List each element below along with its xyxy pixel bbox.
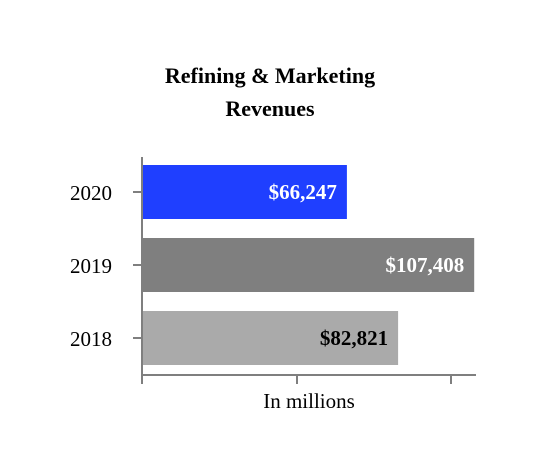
- y-tick-label-2020: 2020: [70, 181, 112, 205]
- chart-title-line-2: Revenues: [225, 96, 315, 121]
- data-label-2020: $66,247: [269, 180, 337, 204]
- data-label-2019: $107,408: [385, 253, 464, 277]
- data-label-2018: $82,821: [320, 326, 388, 350]
- bar-2020: [142, 165, 347, 219]
- chart-title-line-1: Refining & Marketing: [165, 63, 375, 88]
- y-tick-label-2018: 2018: [70, 327, 112, 351]
- bars-group: $66,247 2020 $107,408 2019 $82,821 2018: [70, 165, 475, 365]
- bar-2019: [142, 238, 475, 292]
- bar-2018: [142, 311, 399, 365]
- y-tick-label-2019: 2019: [70, 254, 112, 278]
- x-axis-label: In millions: [263, 389, 355, 413]
